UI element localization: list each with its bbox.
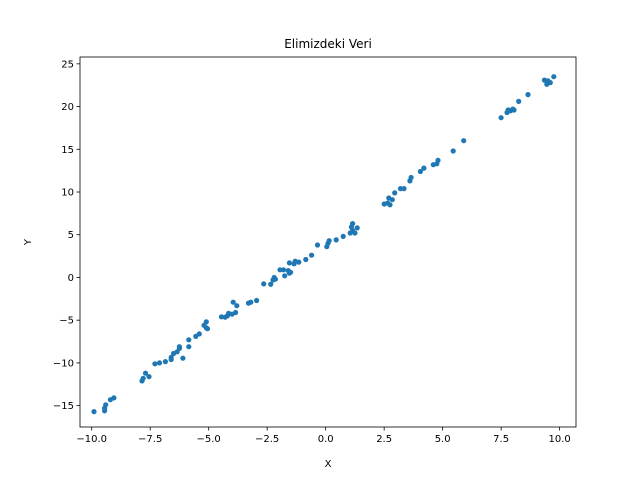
data-point <box>248 299 254 305</box>
data-point <box>498 115 504 121</box>
data-point <box>401 186 407 192</box>
y-tick-label: 25 <box>61 59 74 70</box>
data-point <box>140 375 146 381</box>
data-point <box>176 344 182 350</box>
y-tick-label: 5 <box>68 230 74 241</box>
data-point <box>525 92 531 98</box>
data-point <box>417 168 423 175</box>
data-point <box>203 319 209 325</box>
x-tick-label: −10.0 <box>76 434 107 445</box>
data-point <box>233 309 239 316</box>
data-point <box>168 354 174 360</box>
x-tick-label: 10.0 <box>548 434 570 445</box>
data-point <box>354 225 360 231</box>
x-tick-label: 0.0 <box>318 434 334 445</box>
data-point <box>511 107 517 113</box>
data-point <box>234 303 240 309</box>
data-point <box>333 237 339 243</box>
data-point <box>204 326 211 332</box>
y-tick-label: −10 <box>53 358 74 369</box>
x-tick-label: −2.5 <box>255 434 279 445</box>
data-point <box>288 269 294 275</box>
x-tick-label: −7.5 <box>138 434 162 445</box>
y-tick-label: 20 <box>61 102 74 113</box>
data-point <box>303 256 309 263</box>
data-point <box>282 273 288 279</box>
data-point <box>261 281 267 287</box>
data-point <box>352 230 358 236</box>
data-point <box>162 359 168 365</box>
data-point <box>152 361 158 367</box>
plot-frame <box>79 56 577 428</box>
data-point <box>186 344 192 350</box>
x-tick-label: 7.5 <box>493 434 509 445</box>
data-point <box>296 259 302 265</box>
data-point <box>309 252 315 258</box>
data-point <box>408 174 414 181</box>
data-points <box>91 74 557 415</box>
data-point <box>286 260 292 266</box>
chart-title: Elimizdeki Veri <box>284 37 372 51</box>
x-tick-label: 5.0 <box>435 434 451 445</box>
data-point <box>314 242 321 248</box>
data-point <box>91 409 97 415</box>
data-point <box>340 233 346 239</box>
x-axis-ticks: −10.0 −7.5 −5.0 −2.5 0.0 2.5 5.0 7.5 10.0 <box>76 427 571 445</box>
data-point <box>461 138 467 144</box>
y-axis-label: Y <box>23 238 34 246</box>
data-point <box>142 370 149 376</box>
y-tick-label: −15 <box>53 401 74 412</box>
x-tick-label: −5.0 <box>197 434 221 445</box>
y-tick-label: 0 <box>68 273 74 284</box>
y-tick-label: −5 <box>59 316 74 327</box>
x-axis-label: X <box>325 459 332 470</box>
data-point <box>516 98 522 104</box>
data-point <box>180 355 186 361</box>
data-point <box>111 395 117 401</box>
data-point <box>421 165 427 171</box>
data-point <box>392 190 398 196</box>
data-point <box>350 221 356 227</box>
data-point <box>156 360 163 366</box>
data-point <box>387 202 393 208</box>
x-tick-label: 2.5 <box>376 434 392 445</box>
y-axis-ticks: −15 −10 −5 0 5 10 15 20 25 <box>53 59 80 412</box>
data-point <box>547 80 553 86</box>
data-point <box>280 267 287 273</box>
data-point <box>551 74 557 80</box>
data-point <box>291 261 297 267</box>
y-tick-label: 10 <box>61 188 74 199</box>
data-point <box>268 281 274 287</box>
data-point <box>389 197 395 203</box>
data-point <box>450 148 456 154</box>
data-point <box>230 299 236 305</box>
data-point <box>146 374 152 380</box>
data-point <box>196 331 202 337</box>
data-point <box>103 402 109 408</box>
data-point <box>254 297 260 304</box>
data-point <box>326 238 332 244</box>
data-point <box>435 157 441 163</box>
y-tick-label: 15 <box>61 145 74 156</box>
data-point <box>186 337 192 343</box>
data-point <box>272 276 278 282</box>
